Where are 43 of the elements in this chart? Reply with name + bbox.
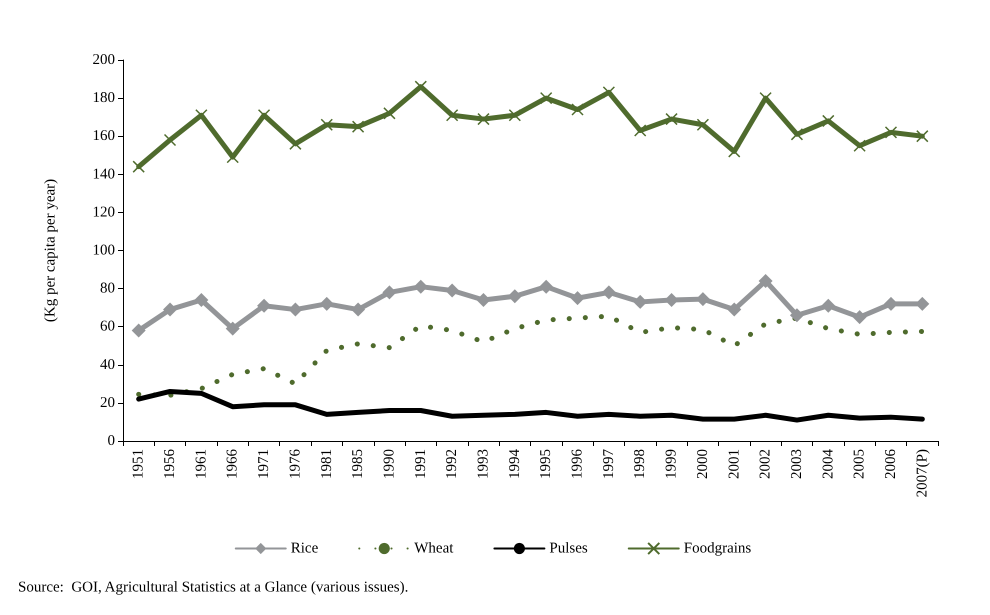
x-tick-label: 2004 <box>820 448 836 479</box>
x-tick-label: 1990 <box>381 449 398 479</box>
y-tick-label: 100 <box>92 242 115 258</box>
x-tick-label: 1971 <box>256 449 272 479</box>
x-tick-label: 1956 <box>162 448 178 479</box>
legend-label: Rice <box>290 540 319 556</box>
x-tick-label: 1985 <box>350 449 366 479</box>
legend-label: Foodgrains <box>684 540 752 556</box>
x-tick-label: 1999 <box>664 449 680 479</box>
x-tick-label: 2001 <box>726 449 742 479</box>
x-tick-label: 1951 <box>130 449 147 479</box>
source-note: Source: GOI, Agricultural Statistics at a Glance (various issues). <box>18 580 408 596</box>
y-tick-label: 0 <box>108 433 115 449</box>
y-tick-label: 200 <box>92 52 115 68</box>
y-tick-label: 120 <box>92 204 115 220</box>
y-tick-label: 180 <box>92 90 115 106</box>
legend-label: Wheat <box>414 540 454 556</box>
x-tick-label: 2007(P) <box>914 449 930 498</box>
y-tick-label: 140 <box>92 166 115 182</box>
x-tick-label: 2003 <box>788 449 805 479</box>
x-tick-label: 1996 <box>570 448 586 479</box>
y-tick-label: 60 <box>100 318 115 335</box>
x-tick-label: 1994 <box>506 448 523 479</box>
x-tick-label: 1966 <box>224 448 241 479</box>
y-tick-label: 40 <box>100 356 115 373</box>
x-tick-label: 1997 <box>600 448 617 479</box>
x-tick-label: 2005 <box>852 449 868 479</box>
y-tick-label: 160 <box>92 128 115 144</box>
x-tick-label: 1961 <box>193 449 210 479</box>
x-tick-label: 1981 <box>318 449 335 479</box>
y-tick-label: 80 <box>100 280 115 297</box>
x-tick-label: 1998 <box>632 449 648 479</box>
y-tick-label: 20 <box>100 394 115 411</box>
x-tick-label: 1993 <box>475 449 492 479</box>
x-tick-label: 1976 <box>287 448 304 479</box>
x-tick-label: 2000 <box>694 449 711 479</box>
x-tick-label: 2002 <box>758 449 774 479</box>
legend-label: Pulses <box>549 540 588 556</box>
x-tick-label: 1992 <box>444 449 460 479</box>
x-tick-label: 1995 <box>538 449 554 479</box>
x-tick-label: 2006 <box>882 448 899 479</box>
x-tick-label: 1991 <box>412 449 429 479</box>
y-axis-title: (Kg per capita per year) <box>42 178 58 322</box>
